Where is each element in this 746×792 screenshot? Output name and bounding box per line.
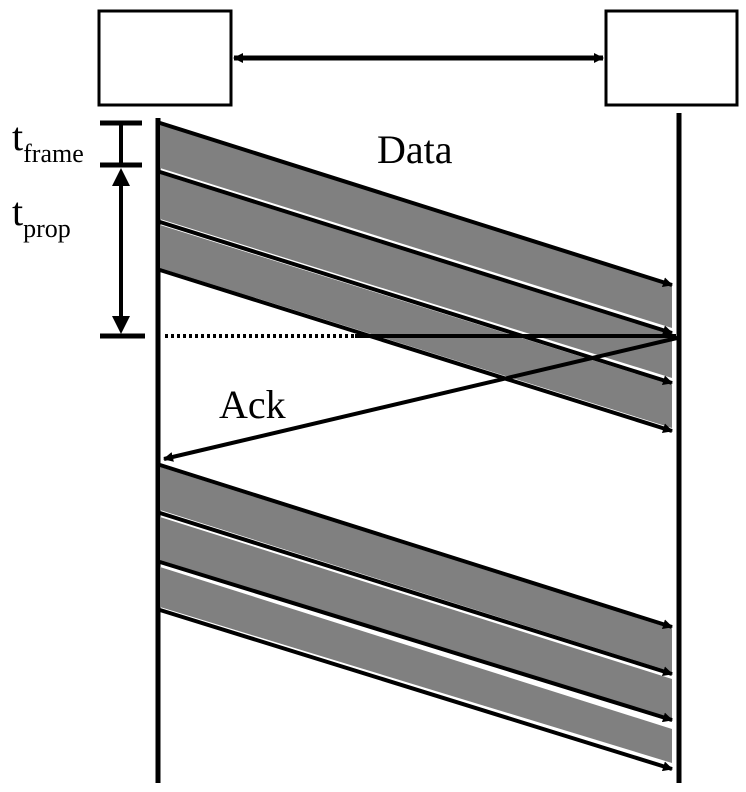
frame-band — [160, 174, 672, 378]
frame-arrow — [159, 511, 673, 677]
t-frame-label: tframe — [12, 114, 84, 168]
frame-arrow — [159, 220, 673, 386]
frame-arrow — [159, 560, 673, 723]
t-prop-bracket — [100, 168, 145, 339]
first-window-arrows — [159, 121, 673, 434]
frame-arrow — [159, 268, 673, 434]
ack-arrow — [163, 336, 678, 462]
ack-label: Ack — [219, 382, 286, 427]
t-frame-bracket — [100, 120, 142, 168]
frame-arrow — [159, 463, 673, 630]
first-window-frames — [160, 123, 672, 428]
frame-band — [160, 567, 672, 763]
receiver-node-box — [604, 9, 739, 107]
t-prop-label: tprop — [12, 189, 71, 243]
frame-band — [160, 467, 672, 672]
frame-arrow — [159, 170, 673, 336]
second-window-frames — [160, 467, 672, 763]
frame-band — [160, 517, 672, 722]
data-label: Data — [377, 127, 453, 172]
sender-node-box — [97, 9, 233, 107]
frame-arrow — [159, 121, 673, 288]
frame-band — [160, 225, 672, 428]
frame-arrow — [159, 608, 673, 772]
second-window-arrows — [159, 463, 673, 772]
frame-band — [160, 123, 672, 328]
